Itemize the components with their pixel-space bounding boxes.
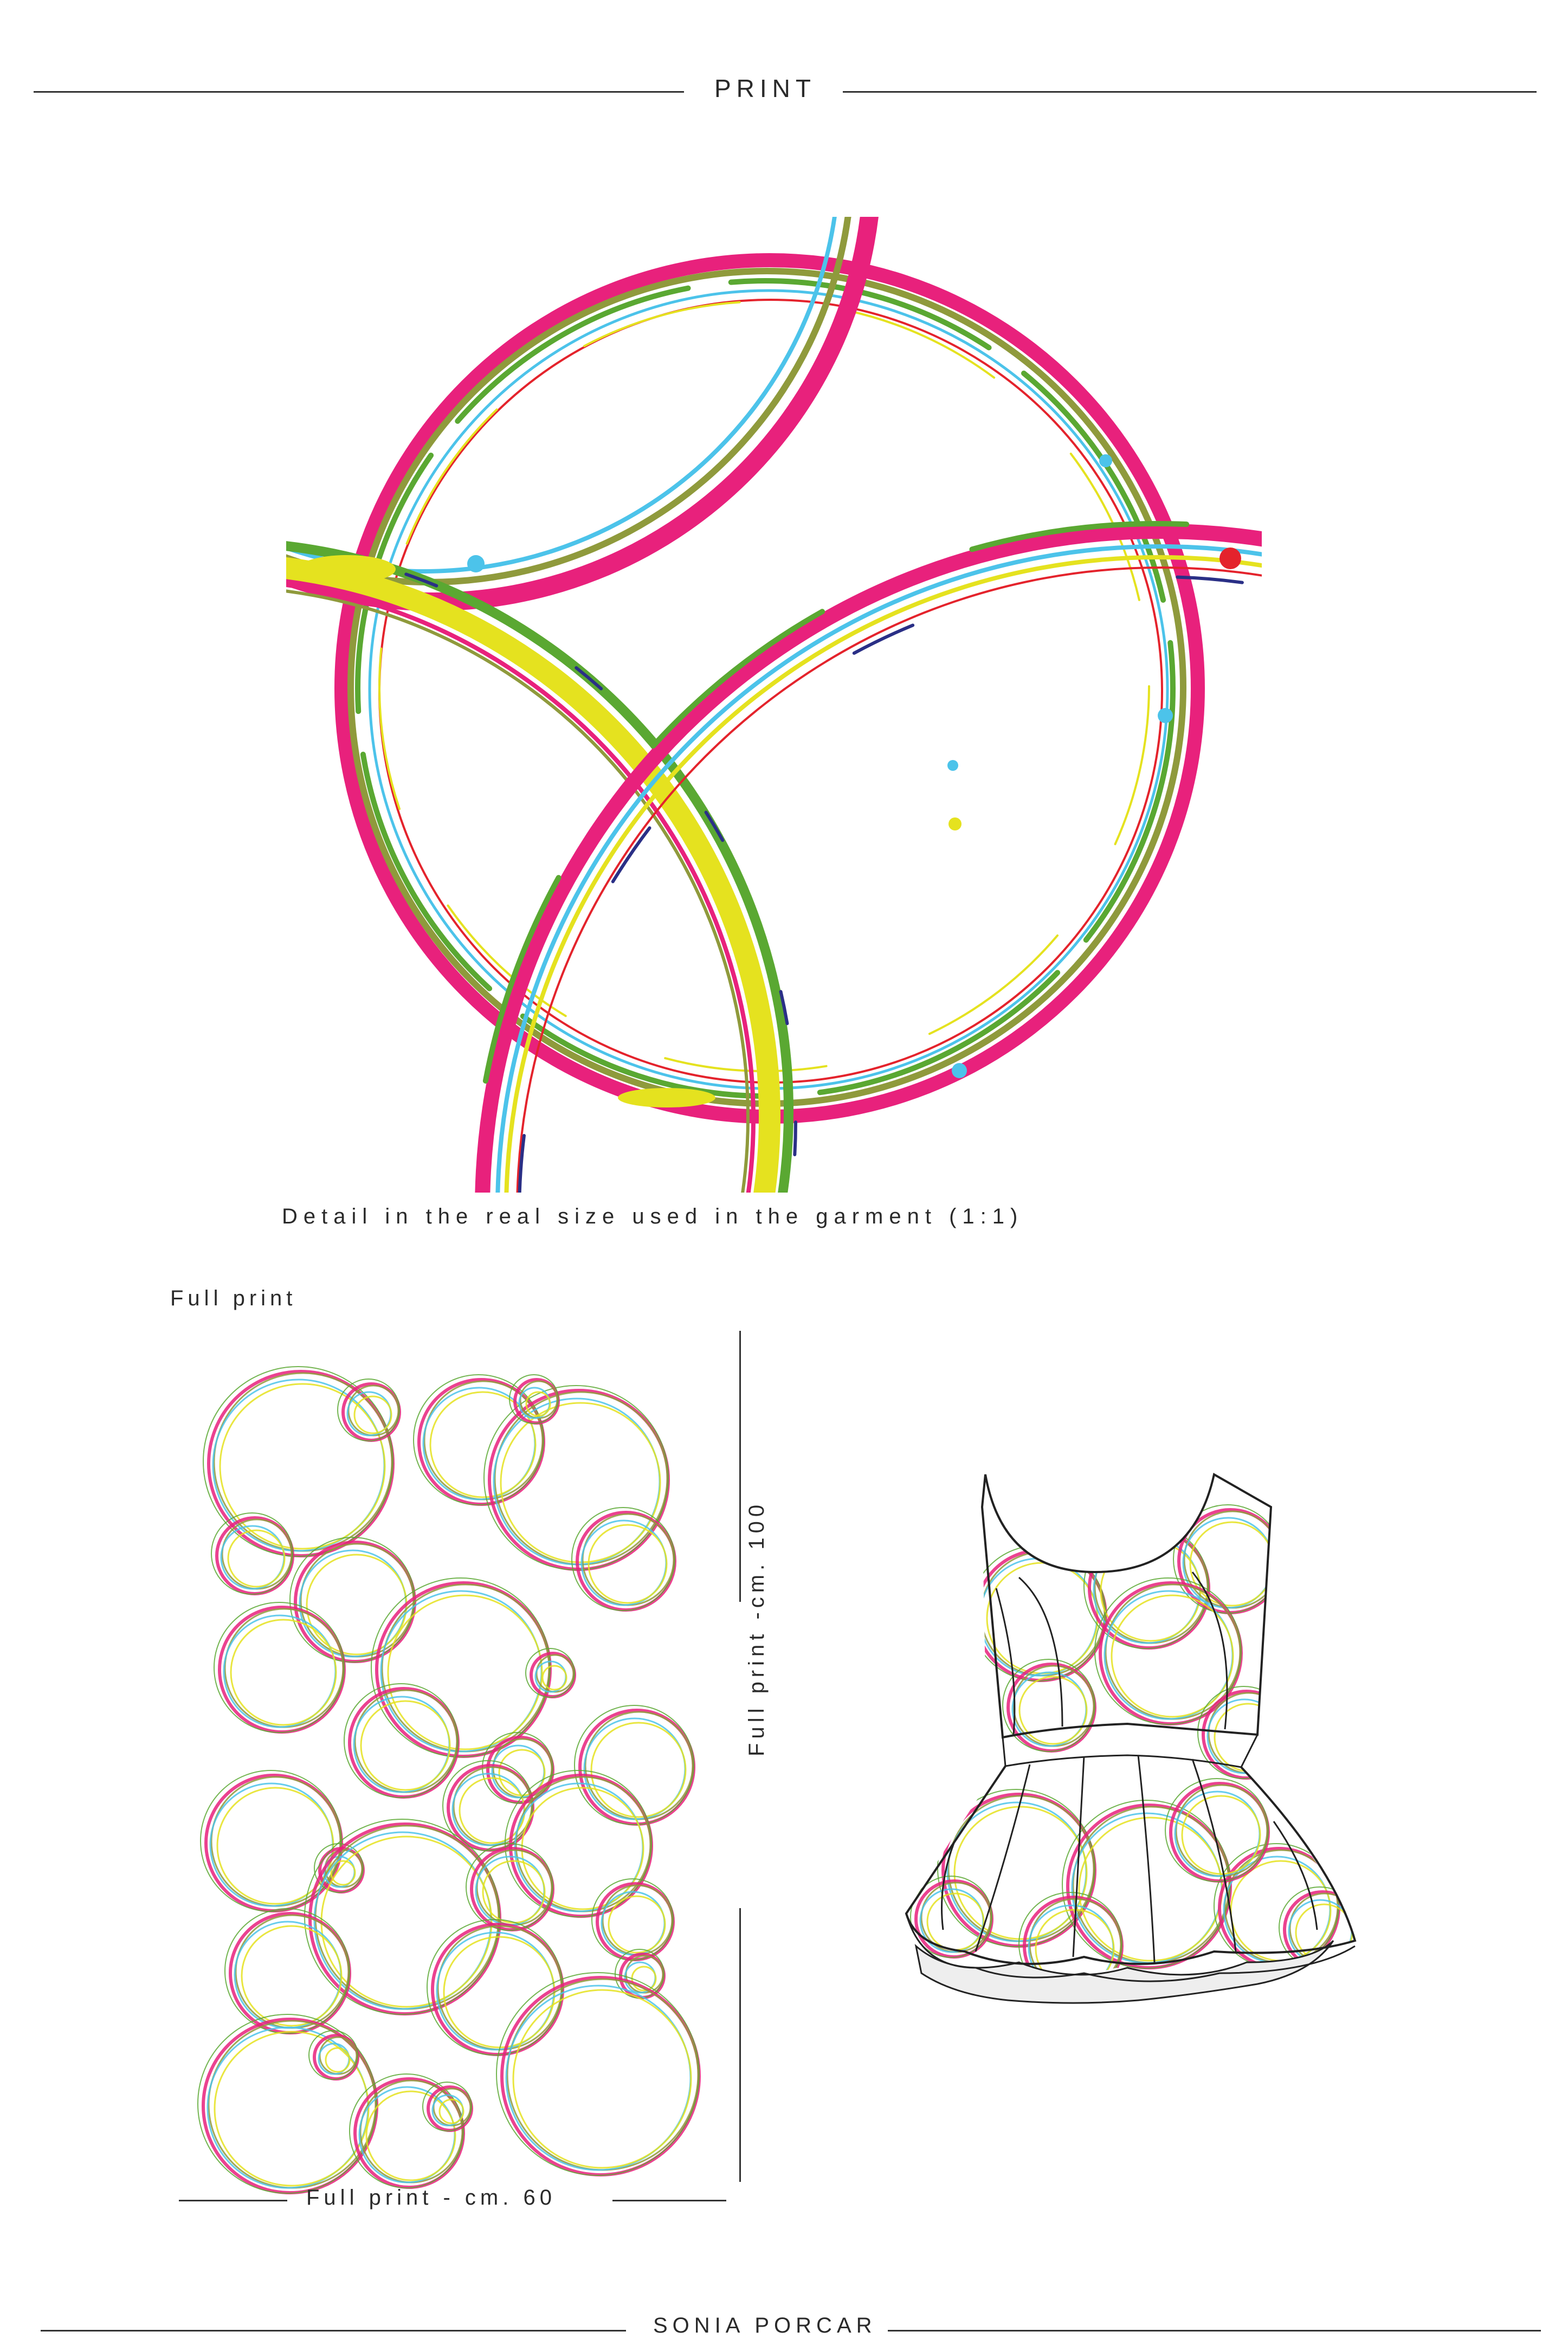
footer-rule-right <box>888 2330 1541 2331</box>
height-dimension-line-bottom <box>739 1908 741 2182</box>
width-dimension-line-left <box>179 2200 287 2201</box>
height-dimension-line-top <box>739 1331 741 1602</box>
header-rule-left <box>34 91 684 93</box>
header-rule-right <box>843 91 1537 93</box>
footer-rule-left <box>41 2330 626 2331</box>
right-arc <box>471 521 1262 1193</box>
detail-caption: Detail in the real size used in the garm… <box>282 1205 1024 1228</box>
width-dimension-line-right <box>612 2200 726 2201</box>
left-arc <box>286 541 797 1193</box>
page-title: PRINT <box>714 74 816 102</box>
full-print-label: Full print <box>170 1286 297 1310</box>
width-dimension-label: Full print - cm. 60 <box>306 2186 556 2210</box>
author-name: SONIA PORCAR <box>653 2314 877 2337</box>
